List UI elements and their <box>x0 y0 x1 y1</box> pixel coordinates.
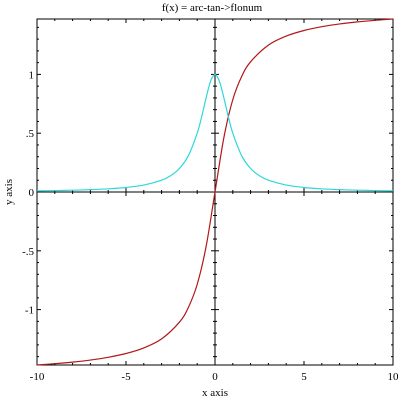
tick-label-layer: -10 -5 0 5 10 -1 -.5 0 .5 1 <box>22 69 399 383</box>
x-tick-label: 5 <box>301 371 307 383</box>
x-axis-label: x axis <box>202 387 228 399</box>
x-tick-label: -5 <box>121 371 131 383</box>
y-axis-label: y axis <box>3 179 15 205</box>
y-tick-label: 1 <box>29 69 35 81</box>
y-tick-label: -1 <box>25 305 34 317</box>
y-tick-label: -.5 <box>22 246 34 258</box>
series-layer <box>36 18 394 366</box>
chart-title: f(x) = arc-tan->flonum <box>162 2 263 14</box>
x-tick-label: 0 <box>212 371 218 383</box>
series-line-1 <box>36 18 394 366</box>
y-tick-label: .5 <box>26 128 35 140</box>
x-tick-label: 10 <box>388 371 400 383</box>
y-tick-label: 0 <box>29 187 35 199</box>
x-tick-label: -10 <box>30 371 45 383</box>
axes-layer <box>36 19 394 365</box>
series-line-2 <box>36 73 394 192</box>
